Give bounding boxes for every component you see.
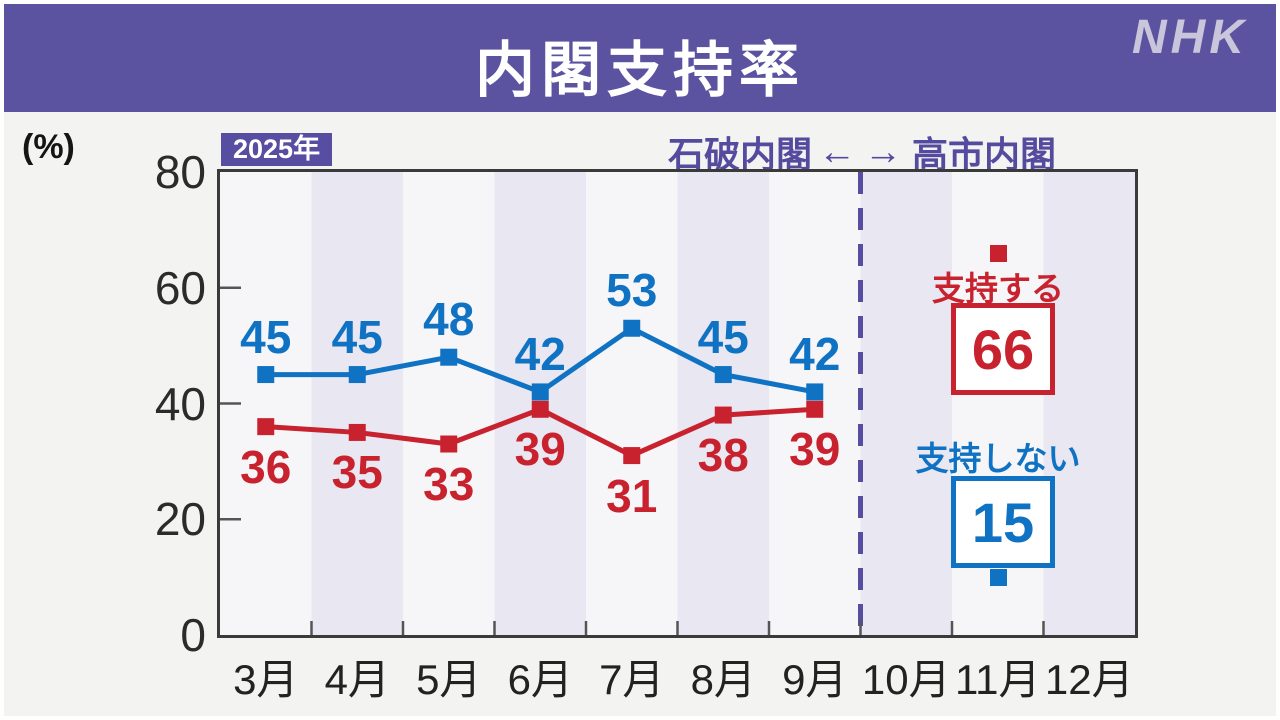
y-axis-label-80: 80 (154, 146, 206, 198)
approve-callout-label: 支持する (932, 270, 1064, 307)
x-axis-label-10gatsu: 10月 (861, 656, 951, 703)
cabinet-transition-dashed-line (858, 172, 863, 635)
x-axis-label-9gatsu: 9月 (782, 656, 848, 703)
x-axis-label-8gatsu: 8月 (690, 656, 756, 703)
x-axis-label-7gatsu: 7月 (599, 656, 665, 703)
year-badge: 2025年 (221, 133, 333, 166)
y-axis-label-60: 60 (154, 261, 206, 314)
data-point-value-label: 36 (240, 440, 292, 493)
data-point-value-label: 38 (697, 429, 749, 482)
data-point-value-label: 42 (514, 327, 566, 380)
data-point-value-label: 31 (606, 469, 658, 522)
x-axis-label-5gatsu: 5月 (416, 656, 482, 703)
approve-november-marker (990, 244, 1007, 262)
x-axis-label-12gatsu: 12月 (1044, 656, 1134, 703)
arrow-left-icon: ← (818, 131, 856, 173)
nhk-logo: NHK (1132, 11, 1248, 64)
disapprove-november-marker (990, 569, 1007, 586)
disapprove-value-box: 15 (951, 476, 1055, 568)
disapprove-callout-label: 支持しない (915, 440, 1081, 477)
data-point-value-label: 45 (697, 310, 749, 363)
data-point-value-label: 48 (423, 293, 475, 346)
data-point-value-label: 45 (240, 310, 292, 363)
data-point-value-label: 39 (514, 423, 566, 476)
arrow-right-icon: → (864, 131, 902, 173)
x-axis-label-11gatsu: 11月 (954, 656, 1041, 703)
x-axis-label-4gatsu: 4月 (324, 656, 390, 703)
data-point-value-label: 42 (789, 327, 841, 380)
data-point-value-label: 39 (789, 423, 841, 476)
y-axis-label-0: 0 (180, 609, 206, 661)
y-axis-unit-label: (%) (22, 128, 75, 166)
ishiba-cabinet-label: 石破内閣 (667, 134, 812, 175)
data-point-value-label: 33 (423, 458, 475, 510)
y-axis-label-20: 20 (154, 493, 206, 546)
header-bar: 内閣支持率 NHK (4, 4, 1276, 112)
y-axis-label-40: 40 (154, 377, 206, 430)
takaichi-cabinet-label: 高市内閣 (912, 134, 1057, 175)
data-point-value-label: 35 (331, 446, 383, 499)
page-title: 内閣支持率 (475, 37, 805, 104)
approve-value-box: 66 (951, 303, 1055, 395)
data-point-value-label: 45 (331, 310, 383, 363)
x-axis-label-6gatsu: 6月 (507, 656, 573, 703)
era-annotation: 石破内閣 ← → 高市内閣 (668, 126, 1056, 178)
data-point-value-label: 53 (606, 264, 658, 317)
x-axis-label-3gatsu: 3月 (233, 656, 299, 703)
